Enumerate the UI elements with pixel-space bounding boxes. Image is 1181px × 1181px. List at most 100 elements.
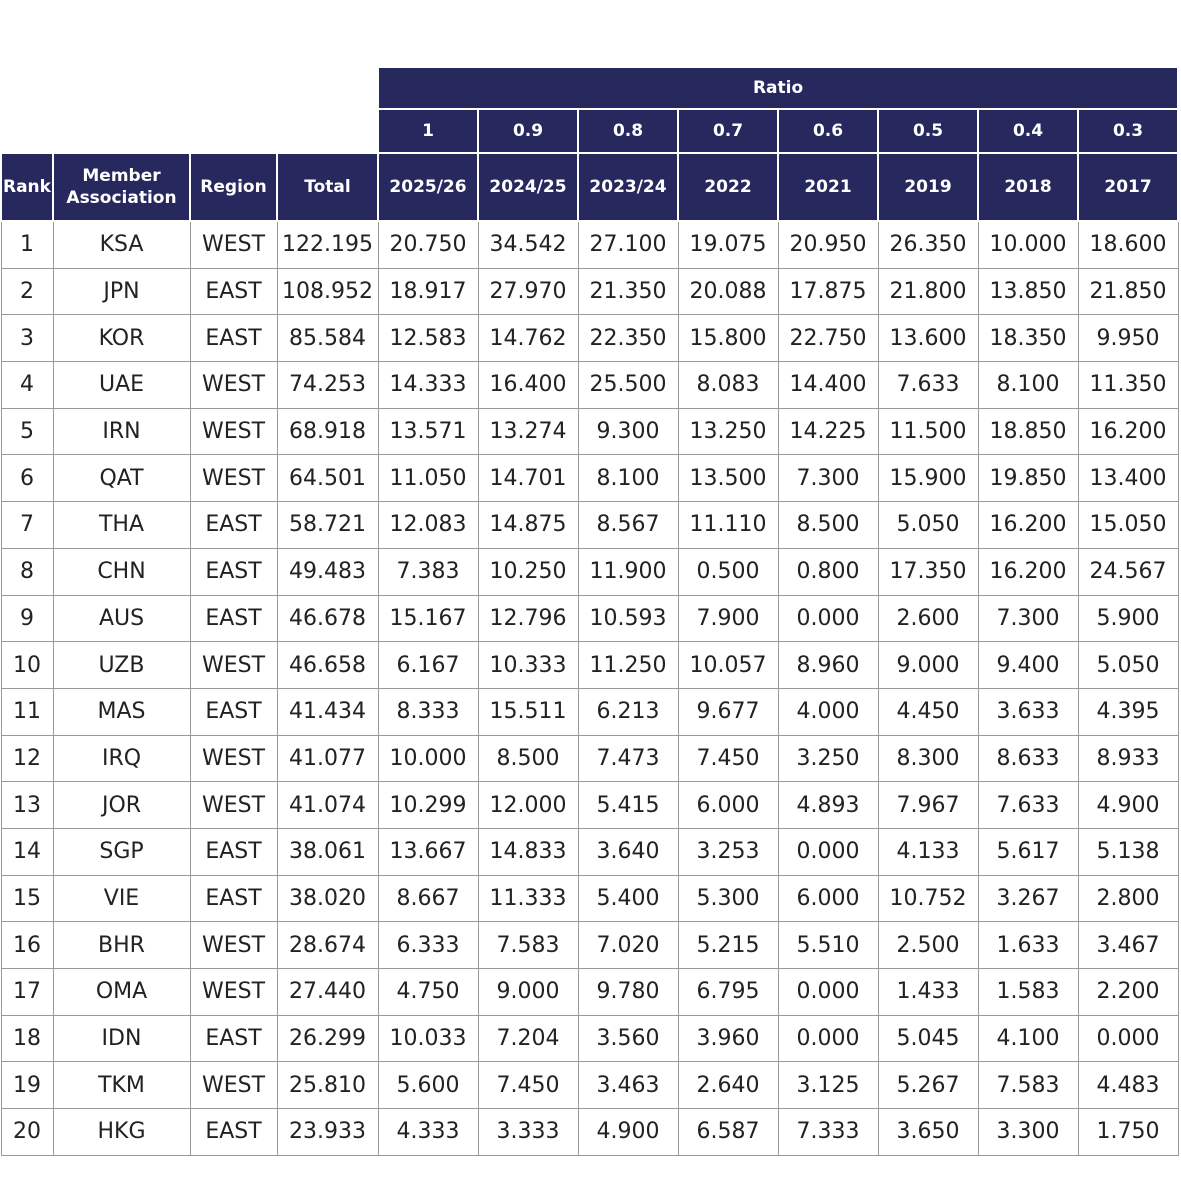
data-cell: 10.000 (977, 220, 1079, 269)
data-cell: 0.000 (777, 827, 879, 876)
data-cell: 12.796 (477, 594, 579, 643)
data-cell: 21.850 (1077, 267, 1179, 316)
data-cell: 7.204 (477, 1014, 579, 1063)
data-cell: 4.900 (1077, 781, 1179, 829)
data-cell: 11 (0, 687, 54, 736)
data-cell: 49.483 (276, 547, 379, 596)
data-cell: UAE (52, 361, 191, 409)
data-cell: 18.600 (1077, 220, 1179, 269)
data-cell: 20.950 (777, 220, 879, 269)
data-cell: 68.918 (276, 407, 379, 456)
data-cell: 7.300 (777, 454, 879, 503)
data-cell: 1.750 (1077, 1108, 1179, 1156)
data-cell: 8.500 (477, 734, 579, 783)
data-cell: 13.667 (377, 827, 479, 876)
data-cell: 16.400 (477, 361, 579, 409)
data-cell: 1 (0, 220, 54, 269)
data-cell: MAS (52, 687, 191, 736)
data-cell: 108.952 (276, 267, 379, 316)
data-cell: 12.083 (377, 501, 479, 549)
data-cell: 34.542 (477, 220, 579, 269)
data-cell: 8.667 (377, 874, 479, 923)
data-cell: 6.000 (777, 874, 879, 923)
data-row: 20 HKG EAST 23.933 4.333 3.333 4.900 6.587 7.333… (0, 1108, 1179, 1156)
data-cell: 8.083 (677, 361, 779, 409)
data-cell: 14.225 (777, 407, 879, 456)
data-cell: 46.678 (276, 594, 379, 643)
ratio-header: 0.5 (877, 108, 979, 154)
data-row: 7 THA EAST 58.721 12.083 14.875 8.567 11.110 8.5… (0, 501, 1179, 549)
data-cell: 15.050 (1077, 501, 1179, 549)
column-header: 2018 (977, 152, 1079, 222)
ratio-header: 0.8 (577, 108, 679, 154)
data-cell: 14.400 (777, 361, 879, 409)
data-cell: 0.800 (777, 547, 879, 596)
data-cell: WEST (189, 1061, 278, 1110)
data-cell: 14.701 (477, 454, 579, 503)
data-cell: 2.600 (877, 594, 979, 643)
data-cell: 0.500 (677, 547, 779, 596)
data-cell: VIE (52, 874, 191, 923)
data-cell: 16 (0, 921, 54, 969)
data-cell: 17.875 (777, 267, 879, 316)
data-cell: 14.333 (377, 361, 479, 409)
data-cell: 8.100 (577, 454, 679, 503)
data-cell: 13.274 (477, 407, 579, 456)
data-cell: 21.350 (577, 267, 679, 316)
data-cell: 10.593 (577, 594, 679, 643)
data-cell: 7.900 (677, 594, 779, 643)
data-cell: 5.617 (977, 827, 1079, 876)
data-cell: 13.250 (677, 407, 779, 456)
data-cell: 7.333 (777, 1108, 879, 1156)
data-cell: 3.253 (677, 827, 779, 876)
data-cell: 13.571 (377, 407, 479, 456)
data-cell: 26.350 (877, 220, 979, 269)
data-cell: 3.333 (477, 1108, 579, 1156)
column-header: Rank (0, 152, 54, 222)
data-cell: QAT (52, 454, 191, 503)
data-cell: UZB (52, 641, 191, 689)
data-cell: 3 (0, 314, 54, 363)
data-cell: WEST (189, 968, 278, 1016)
data-cell: 7.583 (977, 1061, 1079, 1110)
data-cell: 5.050 (877, 501, 979, 549)
data-cell: 3.463 (577, 1061, 679, 1110)
data-cell: 15.800 (677, 314, 779, 363)
data-cell: 11.900 (577, 547, 679, 596)
data-row: 17 OMA WEST 27.440 4.750 9.000 9.780 6.795 0.000… (0, 968, 1179, 1016)
data-cell: 7.450 (677, 734, 779, 783)
data-cell: WEST (189, 407, 278, 456)
ratio-header: 0.6 (777, 108, 879, 154)
data-cell: 7.383 (377, 547, 479, 596)
data-cell: 3.250 (777, 734, 879, 783)
data-cell: 8.960 (777, 641, 879, 689)
data-row: 15 VIE EAST 38.020 8.667 11.333 5.400 5.300 6.00… (0, 874, 1179, 923)
data-cell: 2.800 (1077, 874, 1179, 923)
data-cell: 3.960 (677, 1014, 779, 1063)
data-cell: 5.600 (377, 1061, 479, 1110)
data-cell: 5.050 (1077, 641, 1179, 689)
data-cell: 4.750 (377, 968, 479, 1016)
data-cell: BHR (52, 921, 191, 969)
data-cell: 15.167 (377, 594, 479, 643)
column-header: Member Association (52, 152, 191, 222)
data-cell: 4.100 (977, 1014, 1079, 1063)
group-header: Ratio (376, 66, 1180, 110)
data-cell: 12 (0, 734, 54, 783)
data-cell: 18.350 (977, 314, 1079, 363)
data-cell: 27.440 (276, 968, 379, 1016)
data-cell: 10.299 (377, 781, 479, 829)
data-cell: 4.900 (577, 1108, 679, 1156)
data-cell: 7.020 (577, 921, 679, 969)
data-cell: 10.250 (477, 547, 579, 596)
data-cell: 4.450 (877, 687, 979, 736)
data-row: 2 JPN EAST 108.952 18.917 27.970 21.350 20.088 1… (0, 267, 1179, 316)
data-cell: 38.020 (276, 874, 379, 923)
data-row: 19 TKM WEST 25.810 5.600 7.450 3.463 2.640 3.125… (0, 1061, 1179, 1110)
data-cell: 15 (0, 874, 54, 923)
data-cell: 11.333 (477, 874, 579, 923)
data-cell: 26.299 (276, 1014, 379, 1063)
data-cell: 7.967 (877, 781, 979, 829)
data-cell: 17 (0, 968, 54, 1016)
